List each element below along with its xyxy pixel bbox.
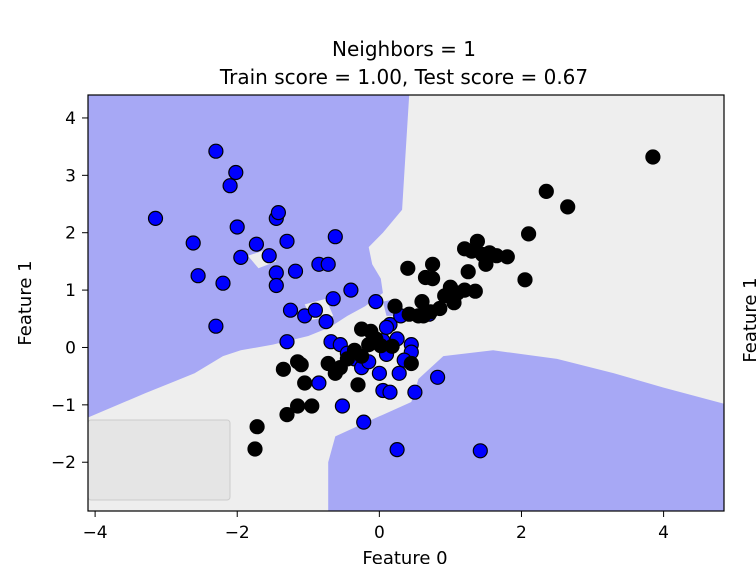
data-point-class0-23 bbox=[307, 302, 323, 318]
data-point-class0-51 bbox=[334, 398, 350, 414]
x-tick-label: 4 bbox=[658, 523, 669, 543]
data-point-class0-20 bbox=[327, 229, 343, 245]
right-edge-y-axis-label: Feature 1 bbox=[740, 277, 756, 362]
data-point-class0-50 bbox=[311, 375, 327, 391]
x-tick-label: 0 bbox=[374, 523, 385, 543]
data-point-class0-2 bbox=[222, 178, 238, 194]
data-point-class0-3 bbox=[228, 164, 244, 181]
data-point-class0-19 bbox=[320, 256, 336, 272]
data-point-class0-41 bbox=[371, 365, 387, 381]
data-point-class0-46 bbox=[430, 369, 446, 385]
data-point-class0-38 bbox=[378, 319, 395, 335]
data-point-class1-18 bbox=[363, 323, 379, 339]
scatter-points bbox=[147, 143, 661, 459]
data-point-class0-44 bbox=[391, 365, 407, 381]
data-point-class0-49 bbox=[368, 294, 384, 310]
x-axis-label: Feature 0 bbox=[362, 548, 447, 564]
data-point-class1-38 bbox=[467, 283, 483, 299]
data-point-class1-19 bbox=[350, 377, 366, 393]
data-point-class0-43 bbox=[382, 384, 398, 400]
data-point-class0-10 bbox=[248, 236, 264, 252]
chart-title-line1: Neighbors = 1 bbox=[332, 37, 476, 61]
data-point-class1-0 bbox=[247, 441, 263, 457]
x-axis-ticks: −4 −2 0 2 4 bbox=[83, 511, 669, 543]
data-point-class0-53 bbox=[389, 442, 405, 458]
data-point-class1-32 bbox=[432, 300, 448, 317]
x-tick-label: −2 bbox=[225, 523, 250, 543]
data-point-class0-9 bbox=[233, 249, 249, 265]
data-point-class1-52 bbox=[645, 149, 661, 165]
data-point-class1-11 bbox=[327, 365, 343, 381]
data-point-class0-14 bbox=[261, 248, 277, 264]
data-point-class1-39 bbox=[460, 264, 476, 280]
plot-frame bbox=[87, 94, 725, 512]
y-axis-label: Feature 1 bbox=[15, 260, 36, 345]
data-point-class0-12 bbox=[270, 205, 286, 221]
data-point-class0-24 bbox=[318, 314, 334, 330]
data-point-class0-26 bbox=[343, 282, 359, 298]
data-point-class1-53 bbox=[384, 338, 400, 354]
decision-region-1 bbox=[328, 350, 724, 511]
y-axis-ticks: −2 −1 0 1 2 3 4 bbox=[51, 109, 88, 473]
data-point-class1-51 bbox=[560, 199, 576, 215]
y-tick-label: 4 bbox=[65, 109, 76, 129]
data-point-class1-31 bbox=[425, 256, 441, 272]
data-point-class0-6 bbox=[215, 275, 231, 291]
data-point-class1-30 bbox=[414, 294, 430, 310]
data-point-class0-17 bbox=[287, 263, 304, 279]
data-point-class1-46 bbox=[499, 249, 515, 265]
data-point-class1-29 bbox=[425, 271, 441, 287]
y-tick-label: 2 bbox=[65, 224, 76, 244]
data-point-class1-1 bbox=[249, 419, 265, 435]
data-point-class0-15 bbox=[268, 265, 284, 281]
data-point-class1-13 bbox=[339, 351, 355, 367]
data-point-class0-45 bbox=[407, 384, 423, 400]
chart-title-line2: Train score = 1.00, Test score = 0.67 bbox=[219, 65, 588, 89]
data-point-class0-8 bbox=[229, 219, 245, 235]
data-point-class1-27 bbox=[400, 260, 416, 276]
data-point-class1-3 bbox=[290, 398, 306, 414]
data-point-class0-5 bbox=[190, 268, 206, 284]
y-tick-label: 3 bbox=[65, 166, 76, 186]
data-point-class0-21 bbox=[282, 302, 299, 318]
data-point-class1-21 bbox=[387, 298, 403, 314]
data-point-class1-4 bbox=[275, 361, 291, 377]
data-point-class1-6 bbox=[290, 354, 306, 370]
data-point-class0-54 bbox=[472, 443, 488, 459]
y-tick-label: −2 bbox=[51, 453, 76, 473]
data-point-class1-8 bbox=[304, 398, 320, 414]
data-point-class0-13 bbox=[279, 233, 295, 249]
data-point-class1-47 bbox=[464, 243, 480, 259]
data-point-class1-48 bbox=[517, 272, 533, 288]
data-point-class0-1 bbox=[208, 143, 224, 159]
data-point-class0-55 bbox=[279, 334, 295, 350]
data-point-class1-50 bbox=[538, 183, 554, 199]
data-point-class1-14 bbox=[354, 348, 370, 364]
data-point-class1-7 bbox=[297, 375, 313, 391]
legend-box bbox=[87, 419, 231, 501]
data-point-class0-16 bbox=[268, 277, 284, 294]
y-tick-label: 0 bbox=[65, 338, 76, 358]
x-tick-label: 2 bbox=[516, 523, 527, 543]
y-tick-label: −1 bbox=[51, 396, 76, 416]
data-point-class0-7 bbox=[208, 318, 224, 334]
data-point-class0-0 bbox=[147, 210, 164, 226]
data-point-class0-52 bbox=[356, 414, 372, 430]
data-point-class1-2 bbox=[279, 407, 295, 423]
data-point-class0-4 bbox=[185, 235, 201, 251]
data-point-class0-25 bbox=[325, 291, 341, 307]
x-tick-label: −4 bbox=[83, 523, 108, 543]
y-tick-label: 1 bbox=[65, 281, 76, 301]
data-point-class1-49 bbox=[520, 226, 537, 242]
data-point-class1-26 bbox=[403, 355, 419, 372]
